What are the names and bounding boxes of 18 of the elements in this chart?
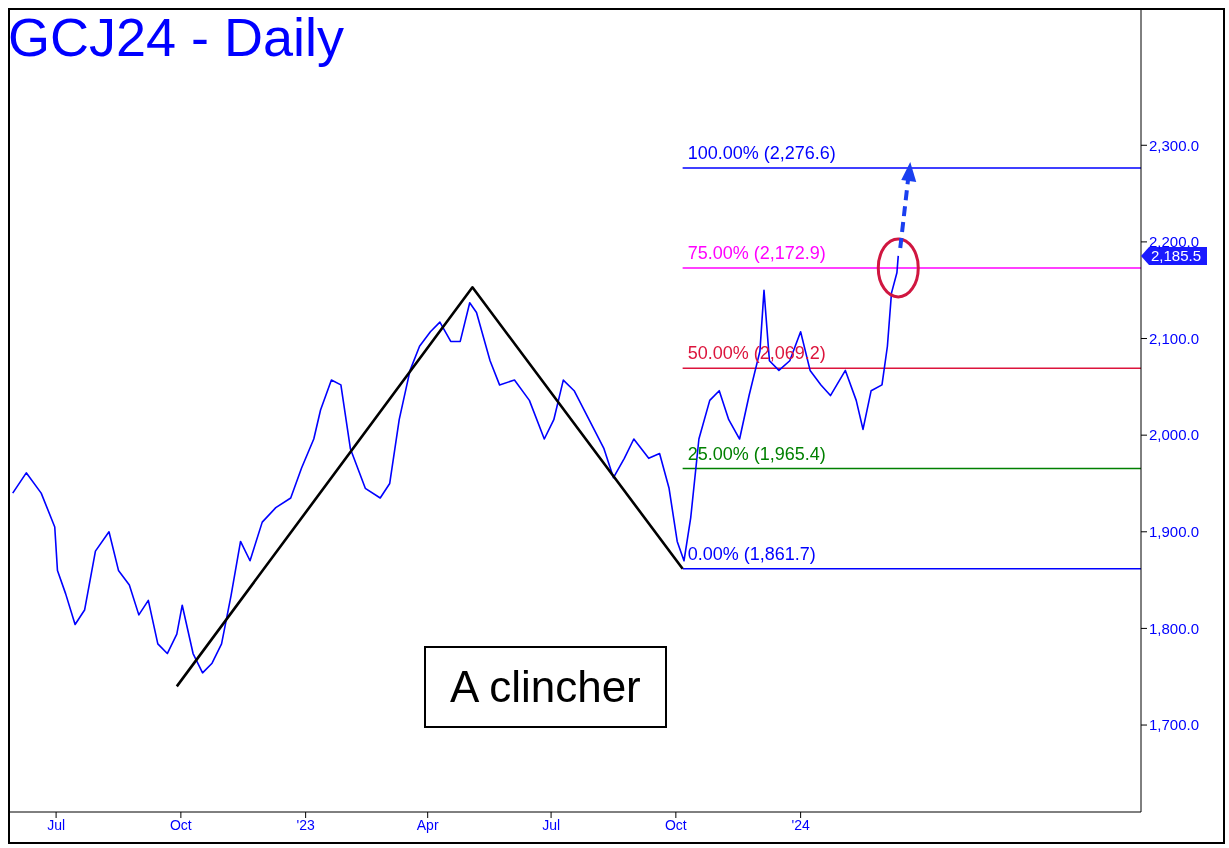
y-tick-label: 1,700.0 xyxy=(1149,716,1200,734)
x-tick-label: Jul xyxy=(47,816,66,833)
y-tick-label: 2,000.0 xyxy=(1149,426,1200,444)
annotation: A clincher xyxy=(424,646,667,728)
chart-title: GCJ24 - Daily xyxy=(8,7,345,67)
x-tick-label: Oct xyxy=(664,816,687,833)
x-tick-label: '23 xyxy=(296,816,315,833)
ref-line-label: 100.00% (2,276.6) xyxy=(687,142,836,163)
y-tick-label: 2,300.0 xyxy=(1149,136,1200,154)
ref-line-label: 75.00% (2,172.9) xyxy=(687,243,826,264)
y-tick-label: 1,800.0 xyxy=(1149,619,1200,637)
y-tick-label: 2,100.0 xyxy=(1149,329,1200,347)
x-tick-label: '24 xyxy=(791,816,810,833)
ref-line-label: 0.00% (1,861.7) xyxy=(687,543,816,564)
y-tick-label: 1,900.0 xyxy=(1149,523,1200,541)
x-tick-label: Apr xyxy=(416,816,439,833)
x-tick-label: Jul xyxy=(542,816,561,833)
x-tick-label: Oct xyxy=(169,816,192,833)
